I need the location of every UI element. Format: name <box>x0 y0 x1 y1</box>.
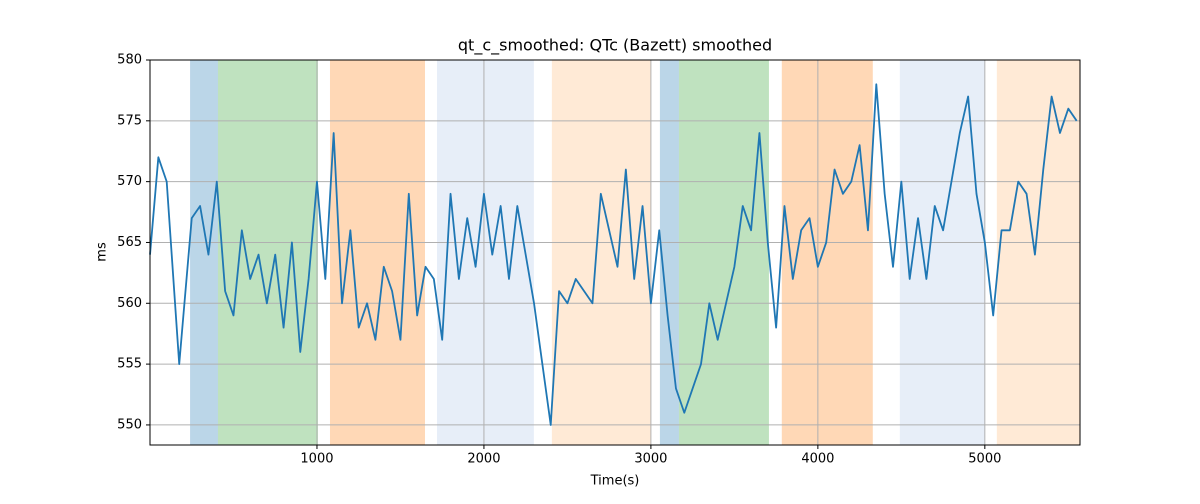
shaded-span <box>190 60 218 445</box>
y-tick-label: 555 <box>117 357 142 372</box>
shaded-span <box>551 60 651 445</box>
y-tick-label: 560 <box>117 296 142 311</box>
shaded-span <box>659 60 679 445</box>
shaded-span <box>217 60 318 445</box>
plot-frame <box>149 59 1081 446</box>
x-tick-label: 2000 <box>467 452 500 467</box>
chart-title: qt_c_smoothed: QTc (Bazett) smoothed <box>458 36 772 56</box>
shaded-span <box>437 60 534 445</box>
x-tick-label: 1000 <box>300 452 333 467</box>
x-tick-label: 5000 <box>968 452 1001 467</box>
shaded-span <box>329 60 425 445</box>
x-tick-label: 3000 <box>634 452 667 467</box>
shaded-span <box>678 60 769 445</box>
shaded-span <box>996 60 1080 445</box>
shaded-span <box>781 60 873 445</box>
y-tick-label: 565 <box>117 235 142 250</box>
y-axis-label: ms <box>95 242 110 262</box>
y-tick-label: 550 <box>117 417 142 432</box>
x-tick-label: 4000 <box>801 452 834 467</box>
x-axis-label: Time(s) <box>590 474 640 489</box>
y-tick-label: 580 <box>117 53 142 68</box>
y-tick-label: 570 <box>117 174 142 189</box>
data-line <box>149 83 1078 426</box>
y-tick-label: 575 <box>117 113 142 128</box>
